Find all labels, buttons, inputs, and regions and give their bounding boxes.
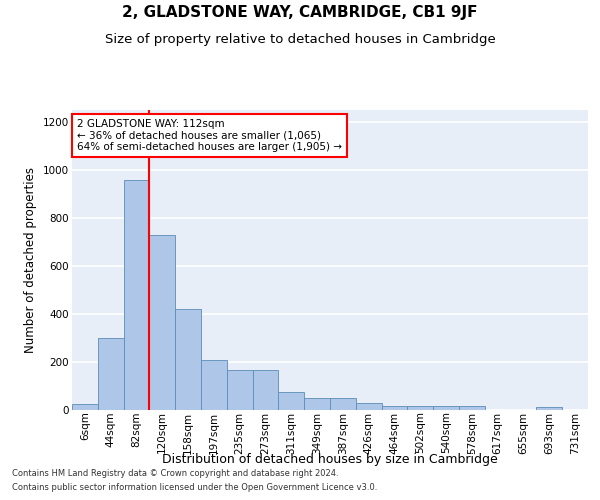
Bar [407, 406, 433, 410]
Bar [175, 309, 201, 410]
Bar [382, 406, 407, 410]
Bar [227, 370, 253, 410]
Bar [201, 360, 227, 410]
Bar [536, 407, 562, 410]
Bar [149, 235, 175, 410]
Text: 2, GLADSTONE WAY, CAMBRIDGE, CB1 9JF: 2, GLADSTONE WAY, CAMBRIDGE, CB1 9JF [122, 5, 478, 20]
Bar [278, 392, 304, 410]
Text: Contains HM Land Registry data © Crown copyright and database right 2024.: Contains HM Land Registry data © Crown c… [12, 468, 338, 477]
Text: Size of property relative to detached houses in Cambridge: Size of property relative to detached ho… [104, 32, 496, 46]
Bar [433, 406, 459, 410]
Text: Contains public sector information licensed under the Open Government Licence v3: Contains public sector information licen… [12, 484, 377, 492]
Bar [253, 370, 278, 410]
Y-axis label: Number of detached properties: Number of detached properties [25, 167, 37, 353]
Bar [72, 404, 98, 410]
Text: Distribution of detached houses by size in Cambridge: Distribution of detached houses by size … [162, 452, 498, 466]
Text: 2 GLADSTONE WAY: 112sqm
← 36% of detached houses are smaller (1,065)
64% of semi: 2 GLADSTONE WAY: 112sqm ← 36% of detache… [77, 119, 342, 152]
Bar [124, 180, 149, 410]
Bar [356, 403, 382, 410]
Bar [330, 398, 356, 410]
Bar [304, 398, 330, 410]
Bar [459, 406, 485, 410]
Bar [98, 338, 124, 410]
